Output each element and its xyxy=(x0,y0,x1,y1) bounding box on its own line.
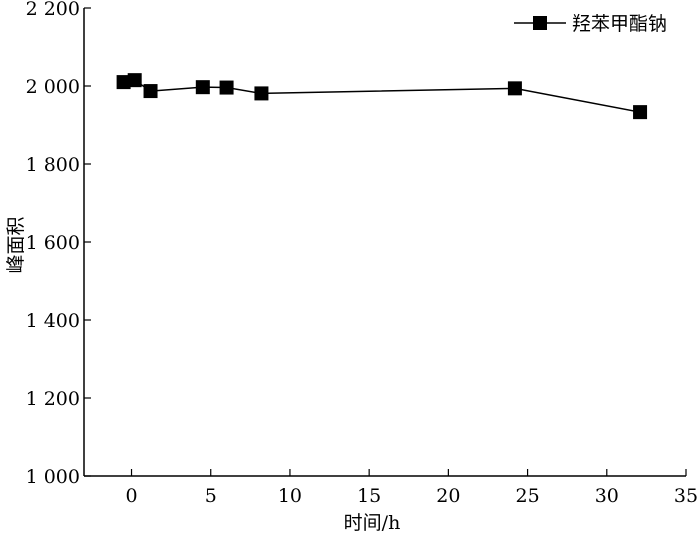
x-tick-label: 30 xyxy=(595,485,619,507)
y-tick-label: 2 000 xyxy=(26,76,80,98)
ticks: 0 5 10 15 20 25 30 35 1 000 1 200 1 400 1 600 1 800 2… xyxy=(26,0,699,507)
legend-label: 羟苯甲酯钠 xyxy=(572,13,667,35)
legend: 羟苯甲酯钠 xyxy=(514,13,667,35)
y-tick-label: 1 400 xyxy=(26,310,80,332)
y-tick-label: 1 000 xyxy=(26,466,80,488)
data-point-marker xyxy=(254,86,269,101)
x-tick-label: 25 xyxy=(515,485,539,507)
series-layer xyxy=(116,73,648,120)
legend-marker xyxy=(533,16,547,30)
y-tick-label: 1 800 xyxy=(26,154,80,176)
x-tick-label: 35 xyxy=(674,485,698,507)
data-point-marker xyxy=(195,80,210,95)
y-tick-label: 1 200 xyxy=(26,388,80,410)
data-point-marker xyxy=(116,75,131,90)
y-tick-label: 2 200 xyxy=(26,0,80,20)
data-point-marker xyxy=(633,105,648,120)
x-tick-label: 20 xyxy=(436,485,460,507)
x-tick-label: 0 xyxy=(125,485,137,507)
data-point-marker xyxy=(219,80,234,95)
data-point-marker xyxy=(507,81,522,96)
y-tick-label: 1 600 xyxy=(26,232,80,254)
data-point-marker xyxy=(143,84,158,99)
x-tick-label: 5 xyxy=(205,485,217,507)
y-axis-label: 峰面积 xyxy=(5,216,27,273)
x-axis-label: 时间/h xyxy=(344,512,401,534)
x-tick-label: 10 xyxy=(278,485,302,507)
axes xyxy=(83,8,686,477)
data-point-marker xyxy=(127,73,142,88)
x-tick-label: 15 xyxy=(357,485,381,507)
